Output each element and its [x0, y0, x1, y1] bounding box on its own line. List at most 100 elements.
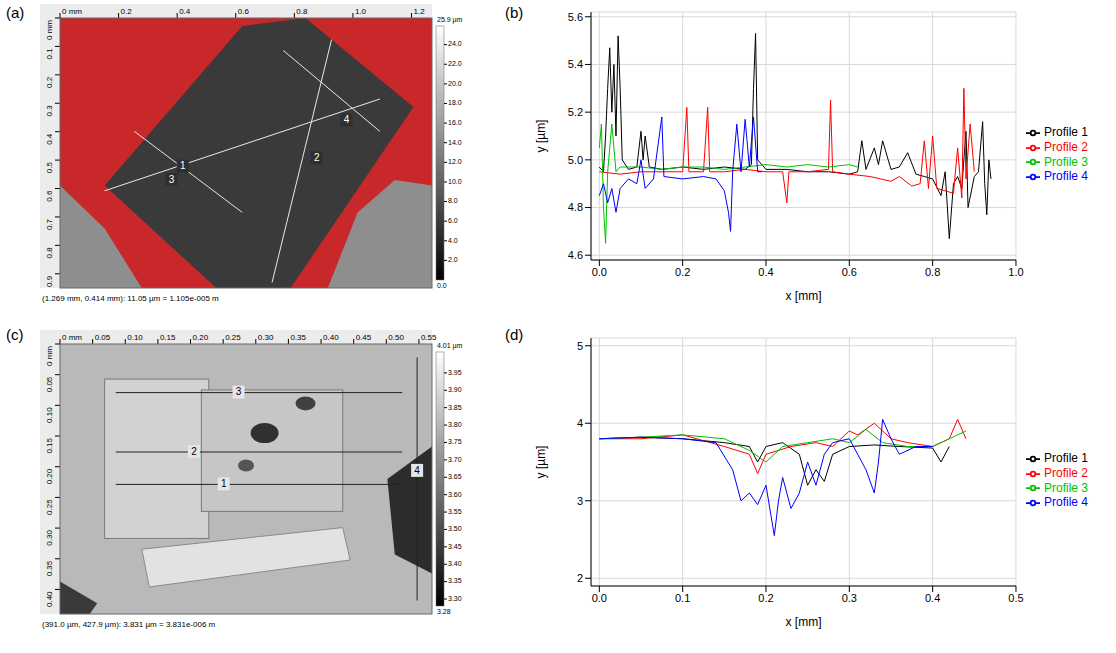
svg-text:2: 2	[577, 572, 583, 584]
svg-text:0.50: 0.50	[388, 333, 404, 342]
svg-text:0.5: 0.5	[1008, 592, 1023, 604]
svg-text:3.80: 3.80	[448, 421, 462, 428]
svg-text:12.0: 12.0	[448, 158, 462, 165]
svg-text:10.0: 10.0	[448, 178, 462, 185]
svg-text:1.0: 1.0	[355, 7, 367, 16]
svg-text:0.35: 0.35	[45, 560, 54, 576]
svg-text:0.10: 0.10	[45, 407, 54, 423]
svg-text:0.0: 0.0	[437, 282, 447, 289]
svg-text:0.7: 0.7	[45, 218, 54, 230]
svg-text:0.0: 0.0	[592, 592, 607, 604]
svg-text:3.65: 3.65	[448, 473, 462, 480]
svg-text:0.15: 0.15	[160, 333, 176, 342]
svg-text:5.0: 5.0	[568, 154, 583, 166]
svg-text:3.40: 3.40	[448, 560, 462, 567]
svg-text:0.6: 0.6	[238, 7, 250, 16]
svg-text:0 mm: 0 mm	[45, 20, 54, 40]
svg-text:24.0: 24.0	[448, 40, 462, 47]
svg-text:8.0: 8.0	[448, 197, 458, 204]
svg-text:0.20: 0.20	[193, 333, 209, 342]
svg-text:0 mm: 0 mm	[62, 333, 82, 342]
svg-text:0.4: 0.4	[45, 133, 54, 145]
svg-text:y [µm]: y [µm]	[534, 120, 548, 153]
svg-text:3.70: 3.70	[448, 456, 462, 463]
svg-text:y [µm]: y [µm]	[534, 446, 548, 479]
svg-text:4: 4	[414, 465, 420, 476]
svg-text:3.50: 3.50	[448, 525, 462, 532]
svg-text:0.2: 0.2	[45, 76, 54, 88]
svg-text:0.1: 0.1	[45, 48, 54, 60]
svg-text:0 mm: 0 mm	[45, 346, 54, 366]
svg-text:6.0: 6.0	[448, 217, 458, 224]
svg-text:18.0: 18.0	[448, 99, 462, 106]
svg-text:x [mm]: x [mm]	[785, 289, 821, 303]
svg-text:3.45: 3.45	[448, 543, 462, 550]
svg-text:0.25: 0.25	[45, 499, 54, 515]
svg-text:3.75: 3.75	[448, 438, 462, 445]
svg-text:0.4: 0.4	[179, 7, 191, 16]
svg-text:1.2: 1.2	[413, 7, 425, 16]
svg-text:0.35: 0.35	[290, 333, 306, 342]
svg-text:4.01 µm: 4.01 µm	[437, 342, 463, 350]
svg-text:5.4: 5.4	[568, 58, 583, 70]
svg-text:0.8: 0.8	[45, 247, 54, 259]
svg-text:3.95: 3.95	[448, 369, 462, 376]
svg-text:16.0: 16.0	[448, 119, 462, 126]
svg-text:3.90: 3.90	[448, 386, 462, 393]
svg-text:0.3: 0.3	[842, 592, 857, 604]
svg-text:2: 2	[191, 446, 197, 457]
svg-text:4.6: 4.6	[568, 249, 583, 261]
svg-text:2.0: 2.0	[448, 256, 458, 263]
svg-text:1: 1	[221, 478, 227, 489]
svg-text:0.20: 0.20	[45, 468, 54, 484]
svg-text:0.6: 0.6	[45, 190, 54, 202]
svg-text:25.9 µm: 25.9 µm	[437, 16, 463, 24]
svg-text:(391.0 µm, 427.9 µm): 3.831 µm: (391.0 µm, 427.9 µm): 3.831 µm = 3.831e-…	[42, 620, 216, 629]
svg-text:0.15: 0.15	[45, 438, 54, 454]
svg-text:0.6: 0.6	[842, 266, 857, 278]
svg-text:14.0: 14.0	[448, 139, 462, 146]
svg-text:0.2: 0.2	[675, 266, 690, 278]
svg-text:3: 3	[577, 495, 583, 507]
svg-text:0.8: 0.8	[296, 7, 308, 16]
svg-text:22.0: 22.0	[448, 60, 462, 67]
svg-text:0.30: 0.30	[258, 333, 274, 342]
svg-text:1: 1	[180, 160, 186, 171]
svg-text:4.0: 4.0	[448, 237, 458, 244]
svg-text:0.4: 0.4	[925, 592, 940, 604]
svg-text:3.28: 3.28	[437, 608, 451, 615]
svg-text:0.9: 0.9	[45, 275, 54, 287]
svg-text:0.3: 0.3	[45, 105, 54, 117]
svg-text:3.35: 3.35	[448, 577, 462, 584]
svg-text:3.55: 3.55	[448, 508, 462, 515]
svg-text:(1.269 mm, 0.414 mm): 11.05 µm: (1.269 mm, 0.414 mm): 11.05 µm = 1.105e-…	[42, 294, 219, 303]
svg-text:0.1: 0.1	[675, 592, 690, 604]
svg-text:1.0: 1.0	[1008, 266, 1023, 278]
svg-text:3: 3	[169, 174, 175, 185]
svg-text:5.2: 5.2	[568, 106, 583, 118]
svg-text:0.05: 0.05	[95, 333, 111, 342]
svg-text:0.10: 0.10	[127, 333, 143, 342]
svg-text:0.2: 0.2	[758, 592, 773, 604]
svg-text:3.30: 3.30	[448, 595, 462, 602]
svg-text:0.0: 0.0	[592, 266, 607, 278]
svg-text:3.85: 3.85	[448, 404, 462, 411]
svg-text:4: 4	[344, 114, 350, 125]
svg-text:3.60: 3.60	[448, 491, 462, 498]
svg-text:x [mm]: x [mm]	[785, 615, 821, 629]
svg-text:0.40: 0.40	[323, 333, 339, 342]
svg-text:3: 3	[236, 386, 242, 397]
svg-text:0.5: 0.5	[45, 162, 54, 174]
svg-text:4: 4	[577, 417, 583, 429]
svg-text:5: 5	[577, 340, 583, 352]
svg-text:0.40: 0.40	[45, 591, 54, 607]
svg-text:2: 2	[314, 152, 320, 163]
svg-text:0 mm: 0 mm	[62, 7, 82, 16]
svg-text:0.05: 0.05	[45, 376, 54, 392]
svg-text:4.8: 4.8	[568, 201, 583, 213]
svg-text:0.55: 0.55	[421, 333, 437, 342]
svg-text:0.25: 0.25	[225, 333, 241, 342]
svg-text:0.45: 0.45	[356, 333, 372, 342]
svg-text:0.30: 0.30	[45, 530, 54, 546]
svg-text:0.4: 0.4	[758, 266, 773, 278]
